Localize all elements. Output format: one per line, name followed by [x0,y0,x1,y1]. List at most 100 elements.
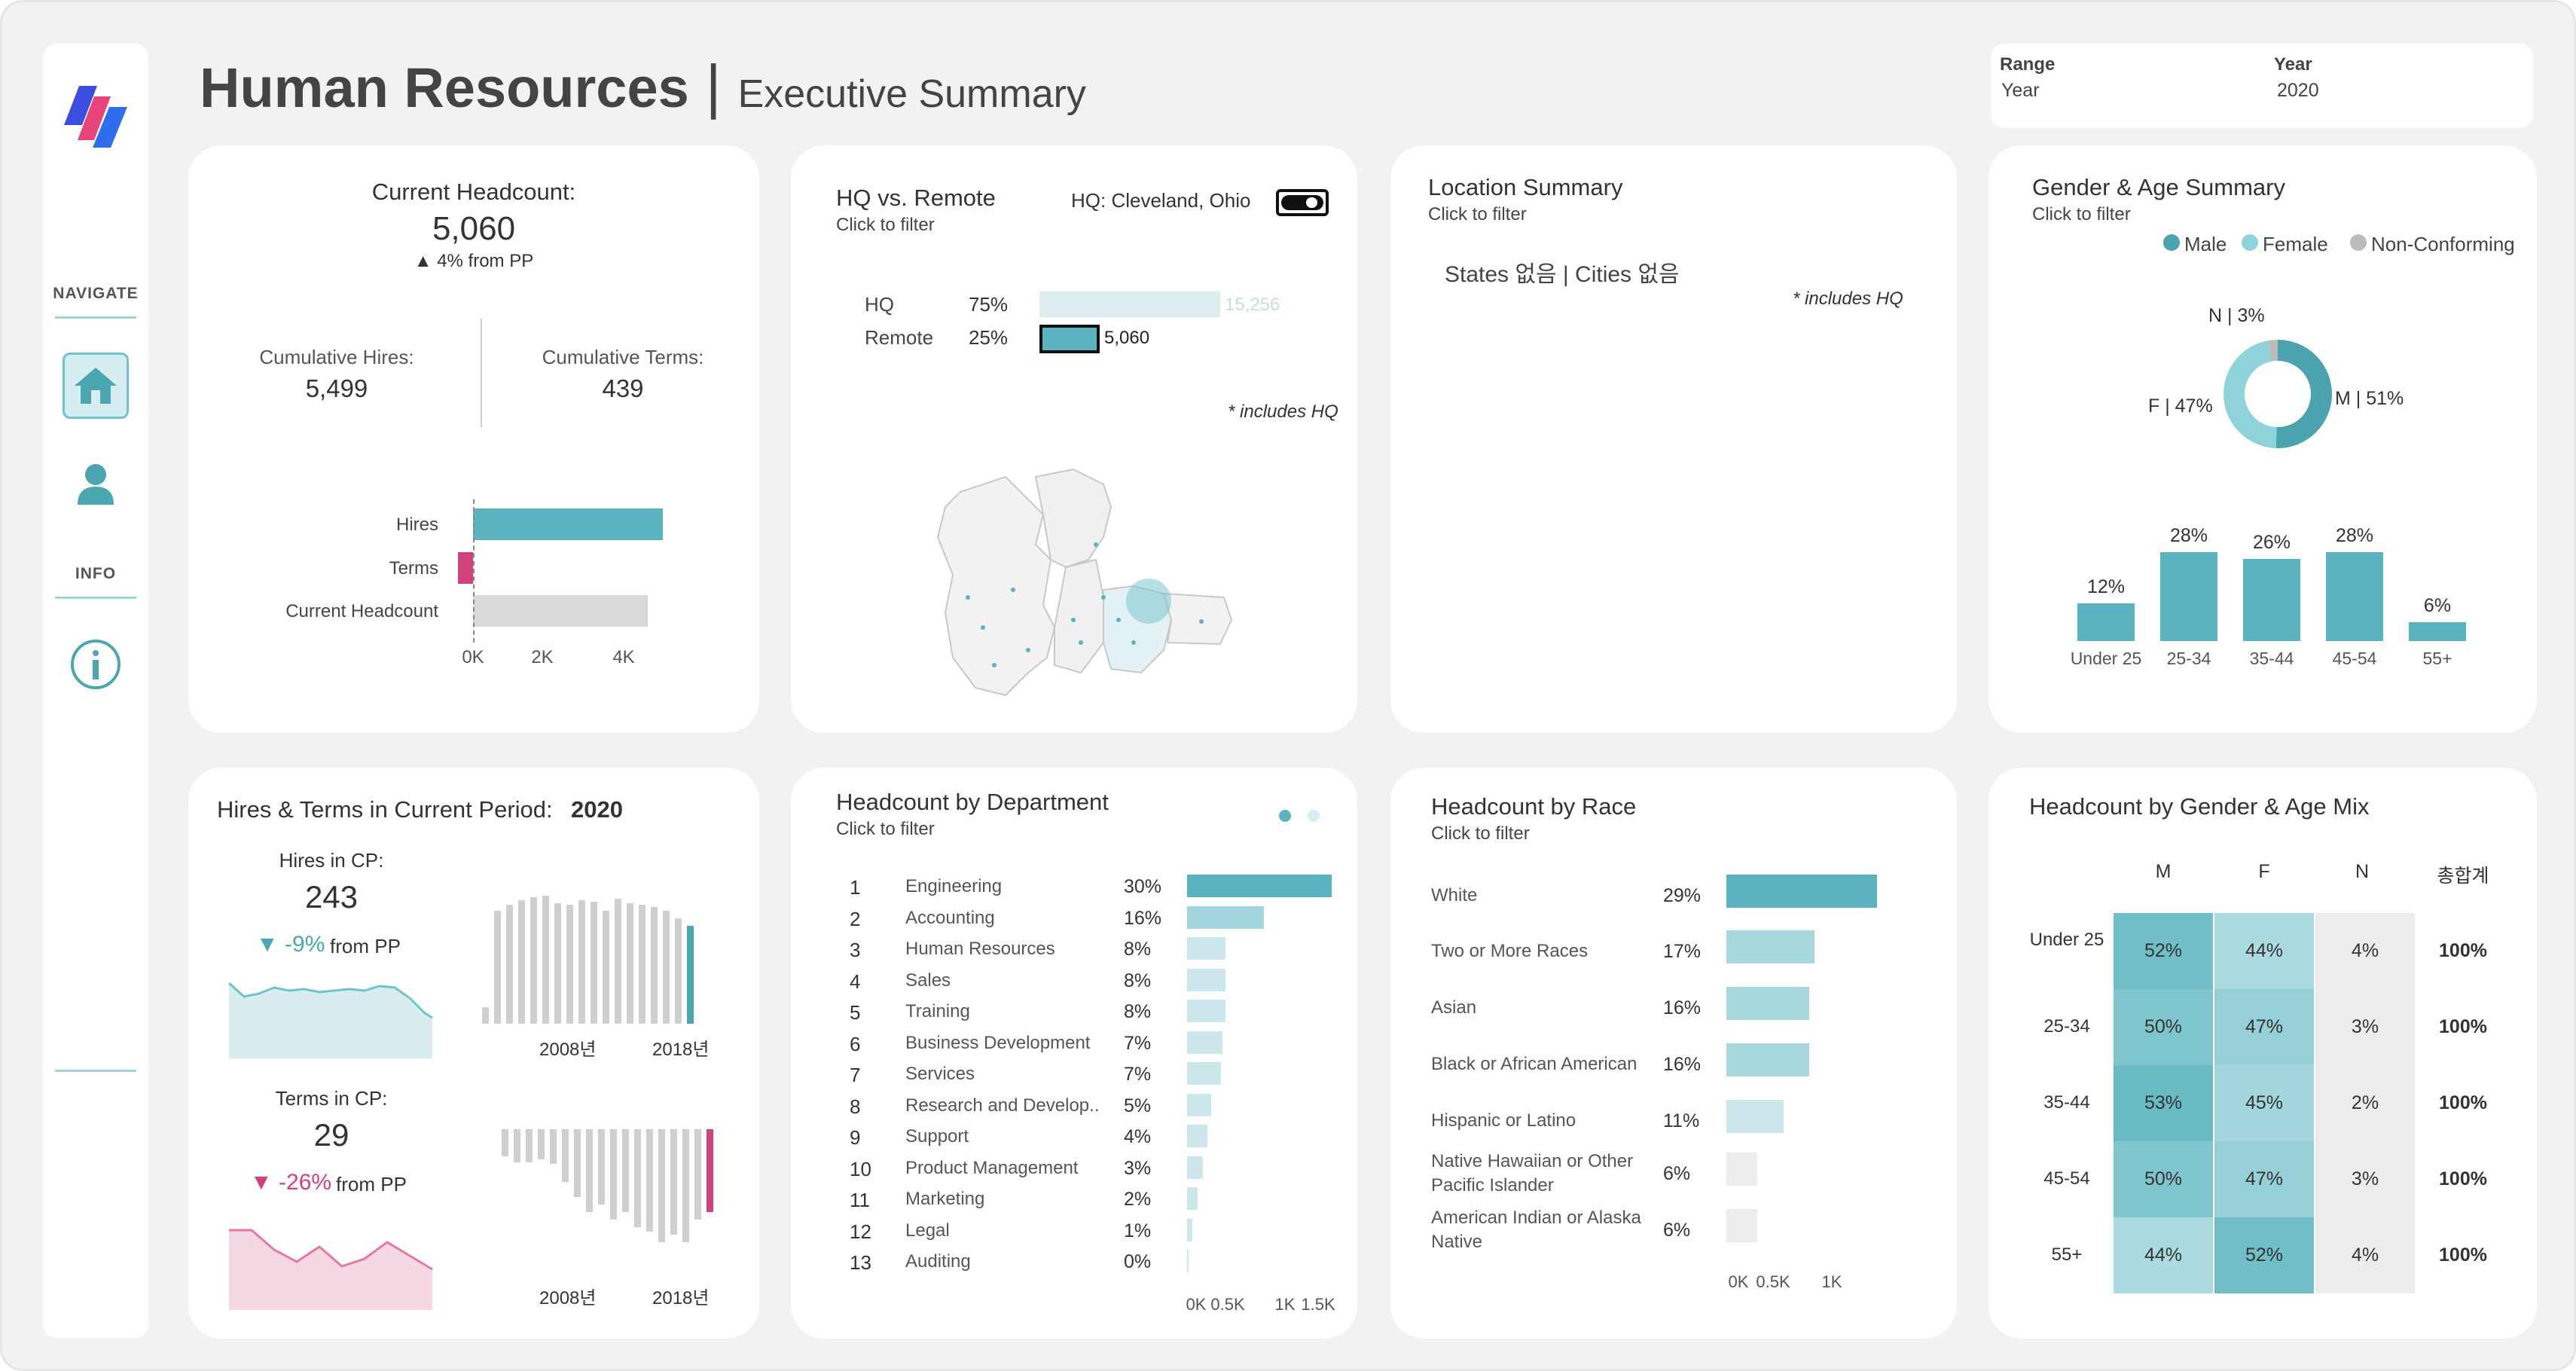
terms-trend-bar [562,1129,569,1182]
hq-bar[interactable] [1039,292,1220,317]
race-name[interactable]: American Indian or Alaska [1431,1208,1641,1228]
dept-name[interactable]: Support [905,1126,969,1147]
age-bar-label: 28% [2169,525,2208,547]
legend-label[interactable]: Non-Conforming [2371,233,2515,255]
dept-name[interactable]: Accounting [905,907,995,928]
legend-label[interactable]: Female [2263,233,2328,255]
age-category: 55+ [2422,649,2452,668]
mix-cell-n[interactable]: 2% [2315,1065,2415,1141]
race-axis-tick: 0K [1728,1272,1749,1291]
hq-row-label: Remote [865,326,934,349]
dept-bar[interactable] [1187,968,1226,991]
mix-cell-m[interactable]: 53% [2114,1065,2213,1141]
mix-cell-f[interactable]: 44% [2214,913,2314,989]
race-name[interactable]: Asian [1431,997,1477,1018]
mix-cell-n[interactable]: 4% [2315,1217,2415,1293]
race-bar[interactable] [1726,1043,1810,1076]
race-pct: 16% [1663,1054,1702,1075]
remote-bar[interactable] [1039,325,1100,353]
people-button[interactable] [63,450,129,517]
dept-bar[interactable] [1187,905,1265,929]
dept-bar[interactable] [1187,1250,1189,1272]
race-name[interactable]: Native Hawaiian or Other [1431,1151,1634,1171]
race-bar[interactable] [1726,1209,1757,1242]
app-logo[interactable] [64,80,129,152]
legend-label[interactable]: Male [2184,233,2227,255]
age-bar[interactable] [2243,558,2300,641]
region-map[interactable] [923,447,1239,710]
age-bar[interactable] [2160,552,2217,641]
mix-cell-n[interactable]: 3% [2315,1141,2415,1217]
race-axis-tick: 0.5K [1756,1272,1790,1291]
title-main: Human Resources [200,56,689,119]
dept-bar[interactable] [1187,1218,1192,1241]
headcount-card: Current Headcount: 5,060 ▲ 4% from PP Cu… [188,145,759,733]
mix-cell-m[interactable]: 50% [2114,1141,2213,1217]
dept-name[interactable]: Legal [905,1220,950,1241]
mix-cell-n[interactable]: 3% [2315,989,2415,1065]
race-name[interactable]: Black or African American [1431,1054,1637,1074]
hires-from-pp: from PP [330,935,401,957]
dept-name[interactable]: Research and Develop.. [905,1095,1100,1116]
home-button[interactable] [63,353,129,419]
mix-cell-f[interactable]: 45% [2214,1065,2314,1141]
dept-name[interactable]: Human Resources [905,939,1055,959]
age-bar[interactable] [2077,603,2135,641]
race-bar[interactable] [1726,1100,1784,1133]
age-bar[interactable] [2409,621,2466,641]
headcount-bar[interactable] [473,595,648,627]
dept-bar[interactable] [1187,1062,1221,1085]
dept-bar[interactable] [1187,1031,1222,1054]
race-bar[interactable] [1726,1153,1757,1186]
info-button[interactable] [63,631,129,698]
page-dot-1[interactable] [1279,810,1291,822]
mix-cell-m[interactable]: 44% [2114,1217,2213,1293]
dept-name[interactable]: Auditing [905,1251,971,1272]
hires-trend-bar [627,903,633,1024]
mix-cell-n[interactable]: 4% [2315,913,2415,989]
race-bar[interactable] [1726,875,1877,908]
race-bar[interactable] [1726,930,1814,963]
dept-bar[interactable] [1187,1125,1208,1147]
donut-slice[interactable] [2223,340,2332,448]
dept-name[interactable]: Services [905,1064,975,1084]
hires-trend-bar [518,900,525,1024]
dept-bar[interactable] [1187,937,1226,960]
hires-trend-bar [578,900,585,1024]
mix-cell-f[interactable]: 47% [2214,989,2314,1065]
dept-bar[interactable] [1187,875,1332,897]
hq-toggle[interactable] [1276,189,1329,216]
headcount-bar[interactable] [473,508,663,540]
gender-age-mix-card: Headcount by Gender & Age Mix M F N 총합계 Unde… [1988,768,2537,1339]
hq-remote-card: HQ vs. Remote Click to filter HQ: Clevel… [791,145,1357,733]
dept-name[interactable]: Marketing [905,1189,985,1209]
race-name[interactable]: Hispanic or Latino [1431,1110,1576,1131]
mix-cell-m[interactable]: 50% [2114,989,2213,1065]
race-name[interactable]: Two or More Races [1431,941,1589,961]
donut-slice[interactable] [2223,340,2332,448]
terms-cp-value: 29 [313,1117,349,1153]
dept-bar[interactable] [1187,1187,1198,1210]
age-bar[interactable] [2326,552,2383,641]
page-dot-2[interactable] [1308,810,1320,822]
hires-trend-bar [615,899,621,1024]
dept-name[interactable]: Training [905,1001,970,1021]
dept-name[interactable]: Product Management [905,1157,1079,1178]
range-select[interactable]: Year [2001,80,2040,101]
headcount-bar[interactable] [457,552,473,584]
mix-cell-m[interactable]: 52% [2114,913,2213,989]
mix-cell-f[interactable]: 52% [2214,1217,2314,1293]
dept-name[interactable]: Business Development [905,1032,1091,1053]
race-bar[interactable] [1726,987,1810,1020]
terms-trend-bar [574,1129,581,1197]
dept-name[interactable]: Engineering [905,876,1003,896]
dept-bar[interactable] [1187,1093,1212,1116]
dept-bar[interactable] [1187,1000,1225,1022]
dept-rank: 5 [850,1001,861,1024]
terms-bar-trend [502,1129,713,1242]
dept-bar[interactable] [1187,1156,1203,1179]
year-select[interactable]: 2020 [2277,80,2319,101]
mix-cell-f[interactable]: 47% [2214,1141,2314,1217]
dept-name[interactable]: Sales [905,969,951,991]
race-name[interactable]: White [1431,885,1478,905]
